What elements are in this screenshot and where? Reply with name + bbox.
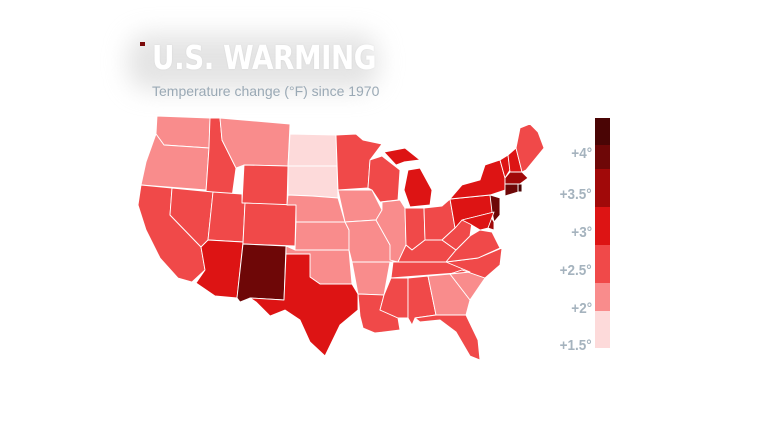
state-wyoming xyxy=(241,164,289,206)
legend-color-scale xyxy=(595,118,610,348)
legend-label: +2° xyxy=(571,300,592,317)
legend-label: +2.5° xyxy=(559,262,592,279)
state-maine xyxy=(515,123,545,173)
legend-swatch xyxy=(595,283,610,311)
state-new-jersey xyxy=(489,194,501,223)
legend-swatch xyxy=(595,245,610,283)
title-backdrop xyxy=(128,34,378,90)
legend-swatch xyxy=(595,311,610,348)
state-kansas xyxy=(294,221,350,251)
state-north-dakota xyxy=(287,133,338,167)
state-texas xyxy=(249,253,359,357)
state-colorado xyxy=(242,202,297,247)
legend-swatch xyxy=(595,207,610,245)
legend-label: +4° xyxy=(571,145,592,162)
legend-label: +3.5° xyxy=(559,186,592,203)
state-michigan xyxy=(383,147,433,208)
state-new-mexico xyxy=(236,243,287,303)
legend-swatch xyxy=(595,169,610,207)
state-georgia xyxy=(427,273,471,316)
state-nebraska xyxy=(286,194,346,223)
state-arkansas xyxy=(351,261,391,296)
state-new-york xyxy=(449,159,506,200)
legend-label: +1.5° xyxy=(559,337,592,354)
legend-swatch xyxy=(595,145,610,169)
legend-swatch xyxy=(595,118,610,145)
page-subtitle: Temperature change (°F) since 1970 xyxy=(152,83,380,99)
state-washington xyxy=(155,115,211,149)
state-florida xyxy=(414,314,481,361)
state-virginia xyxy=(445,229,501,263)
legend-label: +3° xyxy=(571,224,592,241)
page-title: U.S. WARMING xyxy=(152,38,377,77)
state-rhode-island xyxy=(517,183,523,193)
state-maryland xyxy=(461,211,495,231)
state-connecticut xyxy=(504,183,519,197)
corner-mark xyxy=(140,42,145,46)
state-massachusetts xyxy=(504,171,529,185)
state-illinois xyxy=(375,199,407,263)
state-utah xyxy=(207,191,246,243)
state-south-dakota xyxy=(287,165,339,199)
